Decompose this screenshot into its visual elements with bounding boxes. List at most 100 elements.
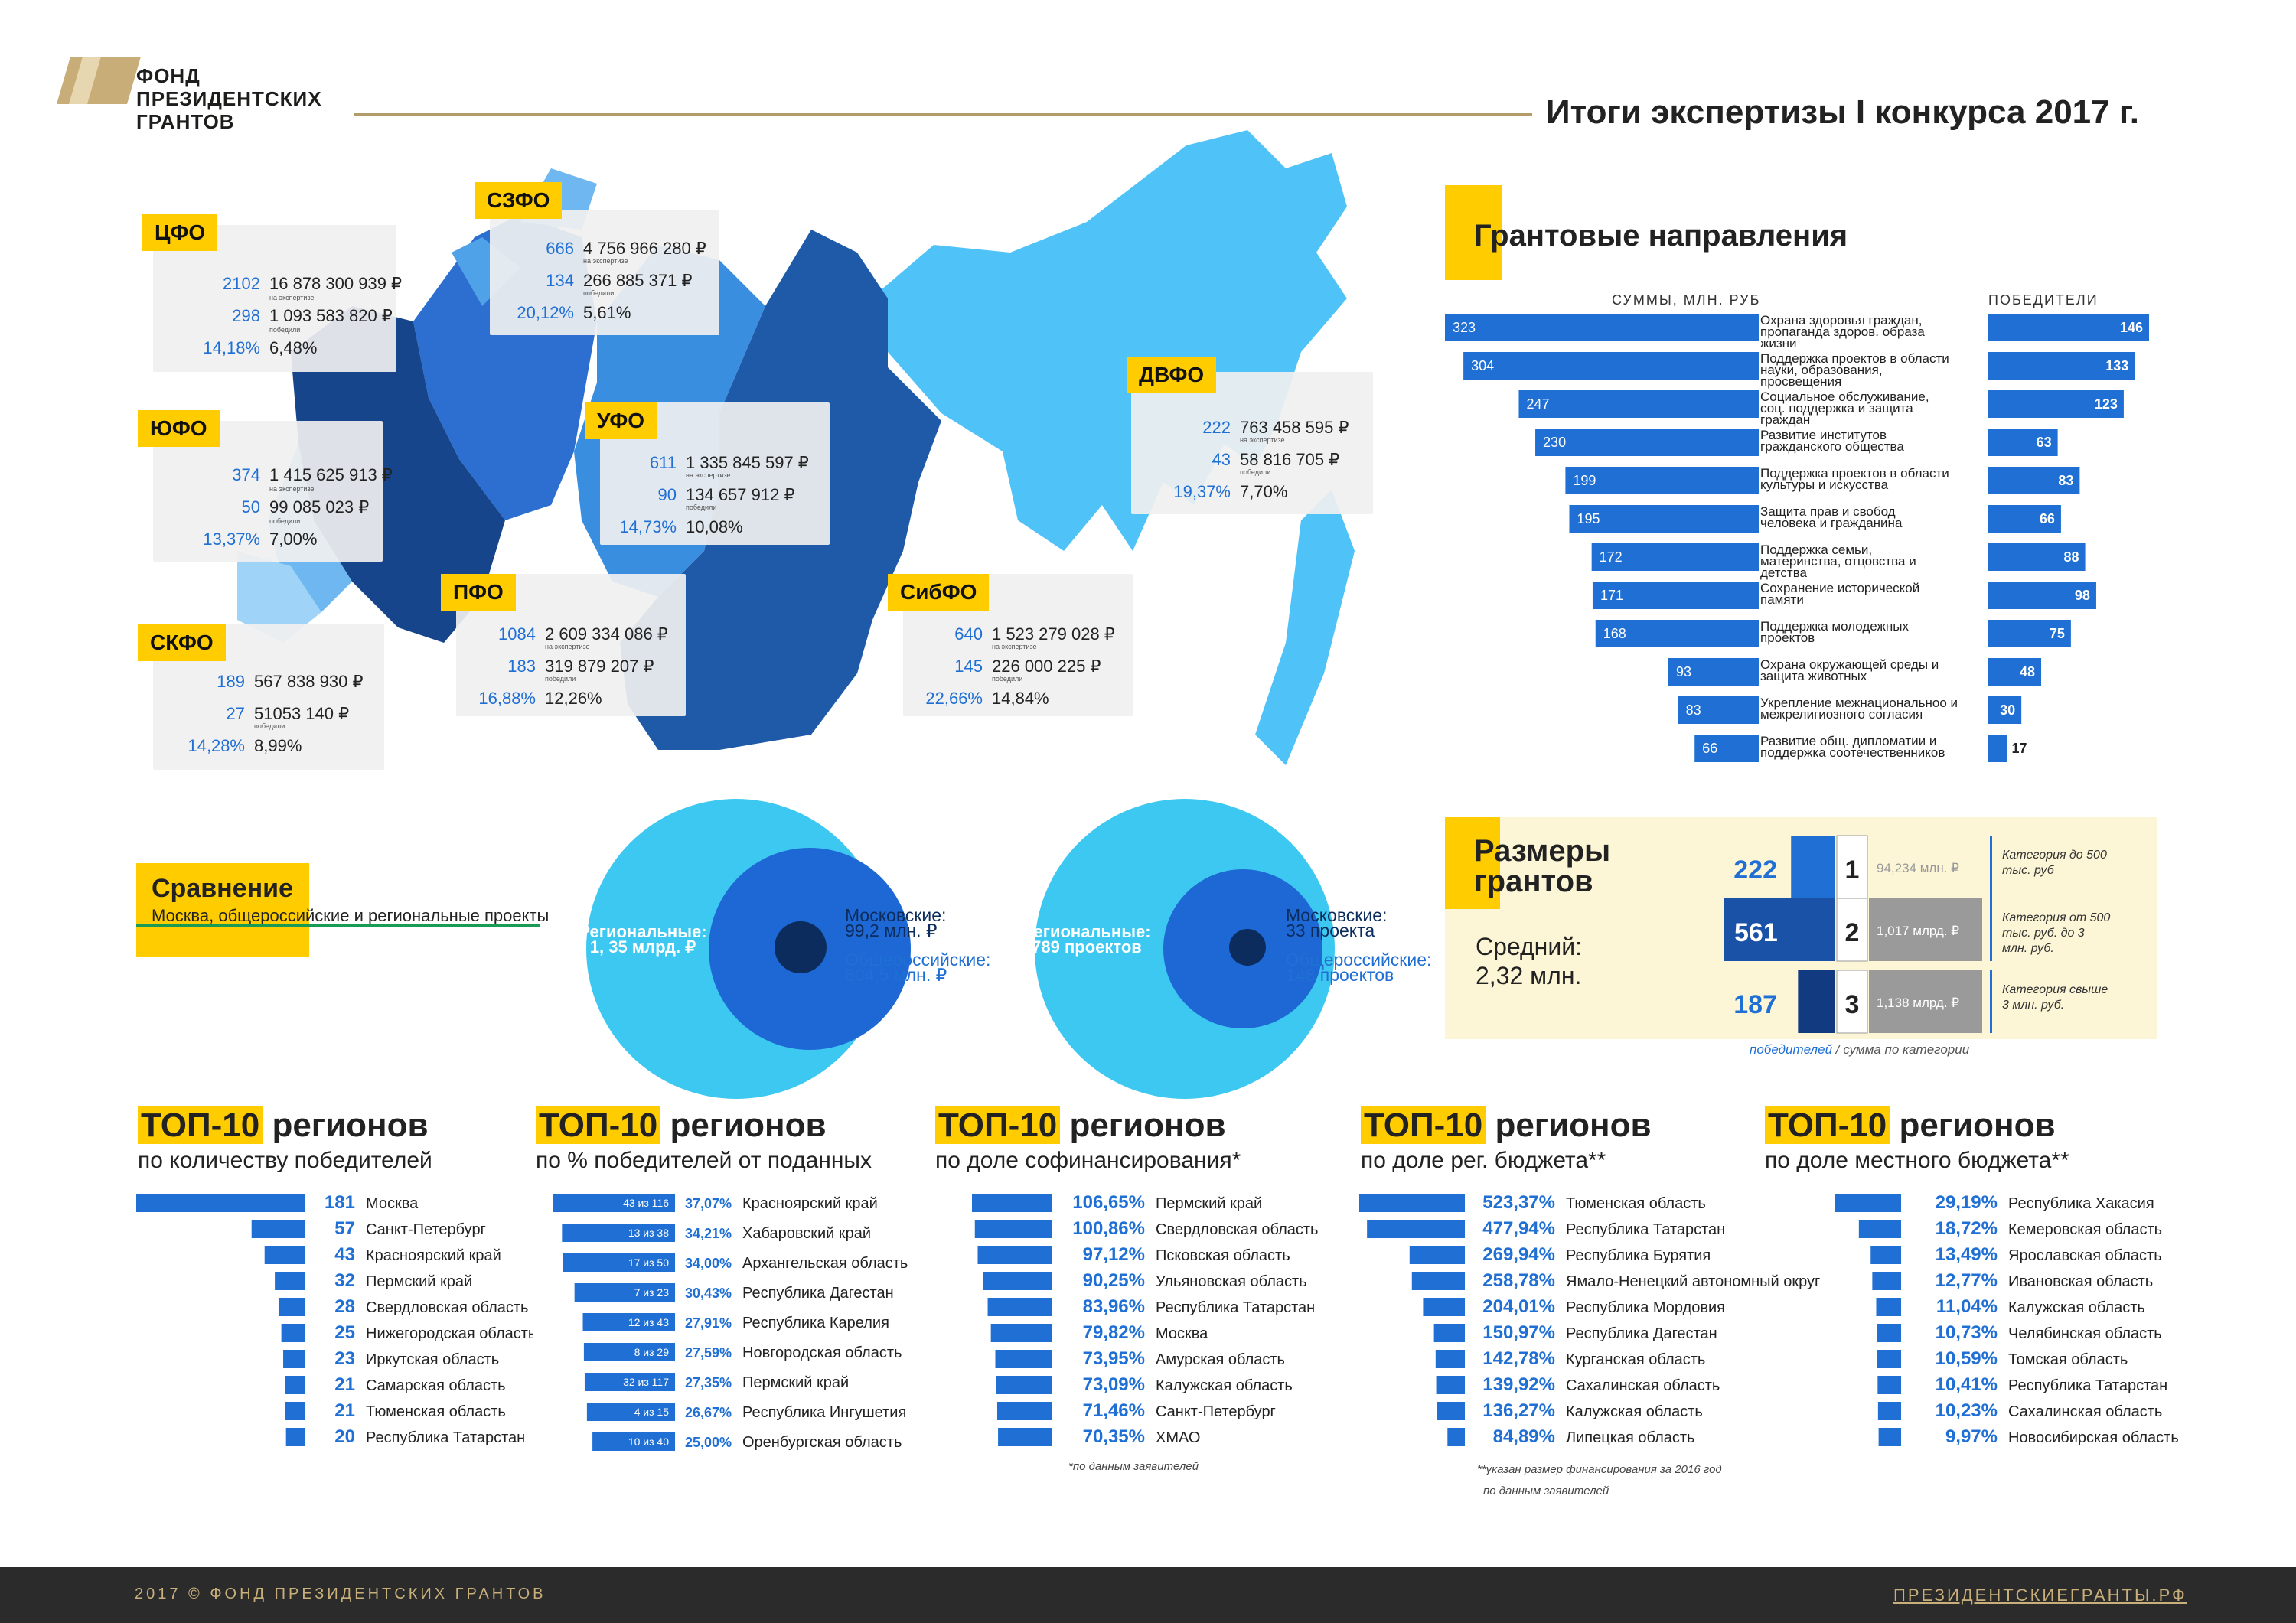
winners-sum: 226 000 225 ₽ xyxy=(992,657,1101,676)
sum-label: 323 xyxy=(1453,320,1476,335)
sum-label: 93 xyxy=(1676,664,1691,680)
label-line: 1, 35 млрд. ₽ xyxy=(589,937,696,957)
bar xyxy=(1878,1428,1901,1446)
direction-label: пропаганда здоров. образа xyxy=(1760,324,1925,339)
category-box xyxy=(1836,898,1868,962)
bar xyxy=(1433,1324,1465,1342)
region-label: Липецкая область xyxy=(1566,1429,1694,1446)
region-label: Ямало-Ненецкий автономный округ xyxy=(1566,1273,1820,1290)
winners-share: 14,28% xyxy=(188,736,245,755)
region-label: Ивановская область xyxy=(2008,1273,2153,1290)
avg-line: Средний: xyxy=(1476,933,1582,960)
direction-label: соц. поддержка и защита xyxy=(1760,401,1913,416)
direction-label: Социальное обслуживание, xyxy=(1760,389,1929,404)
bar xyxy=(251,1220,305,1238)
row-note: на экспертизе xyxy=(269,294,315,301)
category-note: Категория до 500 xyxy=(2002,849,2107,862)
district-card-skfo: СКФО 189 567 838 930 ₽ 27 51053 140 ₽ побе… xyxy=(138,624,384,770)
region-label: Псковская область xyxy=(1156,1247,1290,1264)
direction-label: жизни xyxy=(1760,336,1797,350)
sum-bar xyxy=(1445,314,1759,341)
footer-link[interactable]: ПРЕЗИДЕНТСКИЕГРАНТЫ.РФ xyxy=(1893,1586,2187,1605)
sum-bar xyxy=(1869,836,1968,898)
sum-share: 7,00% xyxy=(269,530,318,549)
category-note: тыс. руб. до 3 xyxy=(2002,927,2085,940)
direction-label: Защита прав и свобод xyxy=(1760,504,1896,519)
applications-sum: 763 458 595 ₽ xyxy=(1240,418,1349,437)
applications-sum: 1 415 625 913 ₽ xyxy=(269,465,393,484)
top10-subtitle: по доле софинансирования* xyxy=(935,1148,1241,1173)
top10-heading: ТОП-10 регионов по % победителей от пода… xyxy=(536,1106,872,1174)
value-label: 71,46% xyxy=(1083,1400,1145,1421)
region-label: Санкт-Петербург xyxy=(366,1221,486,1238)
value-label: 10,73% xyxy=(1936,1322,1998,1343)
winners-sum: 1 093 583 820 ₽ xyxy=(269,306,393,325)
top10-heading: ТОП-10 регионов по доле софинансирования… xyxy=(935,1106,1241,1174)
bar xyxy=(283,1350,305,1368)
direction-label: Поддержка проектов в области xyxy=(1760,466,1949,481)
region-label: Республика Карелия xyxy=(742,1315,889,1331)
row-note: победили xyxy=(583,289,615,297)
label-line: 99,2 млн. ₽ xyxy=(845,921,938,940)
district-card-sibfo: СибФО 640 1 523 279 028 ₽ на экспертизе 1… xyxy=(888,574,1133,716)
winners-count: 145 xyxy=(954,657,983,676)
bar xyxy=(584,1373,675,1391)
top10-highlight: ТОП-10 xyxy=(1765,1106,1890,1144)
value-label: 181 xyxy=(325,1194,355,1213)
label-line: Региональные: xyxy=(579,922,707,941)
top10-subtitle: по доле рег. бюджета** xyxy=(1361,1148,1606,1173)
bar xyxy=(281,1324,305,1342)
sum-label: 171 xyxy=(1600,588,1623,603)
district-card-pfo: ПФО 1084 2 609 334 086 ₽ на экспертизе 18… xyxy=(441,574,686,716)
winners-bar xyxy=(1798,970,1835,1033)
applications-count: 611 xyxy=(649,453,677,472)
circle-moscow-sum xyxy=(775,921,827,973)
winners-count: 187 xyxy=(1733,990,1777,1019)
sum-label: 66 xyxy=(1702,741,1717,756)
value-label: 70,35% xyxy=(1083,1426,1145,1447)
region-label: Республика Дагестан xyxy=(742,1285,894,1302)
avg-line: 2,32 млн. xyxy=(1476,962,1582,989)
region-label: Красноярский край xyxy=(366,1247,501,1264)
sum-share: 14,84% xyxy=(992,689,1049,708)
bar xyxy=(1877,1402,1901,1420)
bar xyxy=(562,1224,675,1242)
row-note: на экспертизе xyxy=(686,471,731,479)
direction-label: Охрана окружающей среды и xyxy=(1760,657,1939,672)
bar xyxy=(592,1432,675,1451)
district-card-szfo: СЗФО 666 4 756 966 280 ₽ на экспертизе 13… xyxy=(475,182,719,335)
label-line: Региональные: xyxy=(1022,922,1151,941)
value-label: 139,92% xyxy=(1482,1374,1555,1395)
top10-title: регионов xyxy=(1890,1106,2056,1144)
district-tag: ЦФО xyxy=(142,214,218,251)
category-number: 2 xyxy=(1845,918,1860,947)
value-label: 10,41% xyxy=(1936,1374,1998,1395)
bar xyxy=(1877,1350,1901,1368)
region-label: Пермский край xyxy=(366,1273,472,1290)
row-note: победили xyxy=(269,517,301,525)
bar xyxy=(1877,1376,1901,1394)
bar xyxy=(136,1194,305,1212)
bar xyxy=(987,1298,1052,1316)
value-label: 523,37% xyxy=(1482,1194,1555,1213)
value-label: 13,49% xyxy=(1936,1244,1998,1265)
row-note: победили xyxy=(545,675,576,683)
applications-sum: 1 335 845 597 ₽ xyxy=(686,453,809,472)
bar xyxy=(1437,1402,1465,1420)
footer xyxy=(0,1567,2296,1623)
value-label: 258,78% xyxy=(1482,1270,1555,1291)
category-note: млн. руб. xyxy=(2002,942,2054,955)
sum-bar xyxy=(1569,505,1759,533)
bar xyxy=(1835,1194,1901,1212)
sum-bar xyxy=(1592,582,1759,609)
sum-label: 1,138 млрд. ₽ xyxy=(1877,996,1959,1010)
region-label: Республика Татарстан xyxy=(2008,1377,2167,1394)
top10-highlight: ТОП-10 xyxy=(536,1106,661,1144)
region-label: Томская область xyxy=(2008,1351,2128,1368)
region-label: Хабаровский край xyxy=(742,1225,871,1242)
bar-inner-label: 32 из 117 xyxy=(623,1376,669,1388)
winners-label: 146 xyxy=(2120,320,2143,335)
row-note: победили xyxy=(686,504,717,511)
winners-count: 222 xyxy=(1733,855,1777,885)
winners-label: 83 xyxy=(2058,473,2073,488)
